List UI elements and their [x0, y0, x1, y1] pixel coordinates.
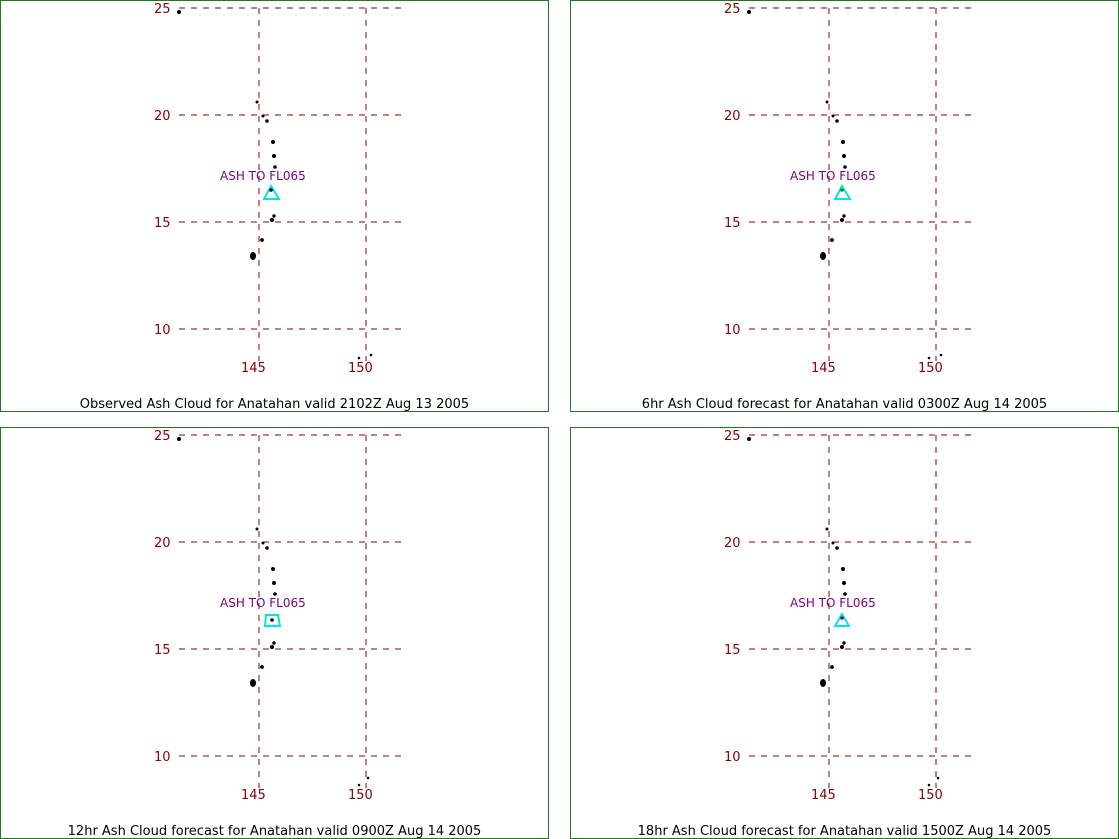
map-panel-6hr: 25 20 15 10 145 150 ASH TO FL065 6hr Ash…	[570, 0, 1119, 412]
lon-label-145: 145	[811, 788, 836, 803]
lat-label-25: 25	[154, 429, 171, 444]
map-canvas: 25 20 15 10 145 150 ASH TO FL065	[724, 429, 977, 803]
lon-label-150: 150	[918, 788, 943, 803]
lat-label-15: 15	[724, 643, 741, 658]
panel-caption: 6hr Ash Cloud forecast for Anatahan vali…	[641, 397, 1048, 412]
lon-label-150: 150	[348, 361, 373, 376]
map-panel-observed: 25 20 15 10 145 150 ASH TO FL065 Observe…	[0, 0, 549, 412]
ash-label: ASH TO FL065	[220, 169, 306, 183]
lat-label-20: 20	[724, 536, 741, 551]
panel-caption: Observed Ash Cloud for Anatahan valid 21…	[79, 397, 470, 412]
lat-label-25: 25	[724, 2, 741, 17]
lon-label-145: 145	[811, 361, 836, 376]
lat-label-15: 15	[724, 216, 741, 231]
ash-cloud	[262, 183, 281, 200]
panel-caption: 18hr Ash Cloud forecast for Anatahan val…	[637, 824, 1052, 839]
ash-cloud	[263, 614, 282, 627]
lon-label-150: 150	[348, 788, 373, 803]
lat-label-20: 20	[154, 536, 171, 551]
ash-cloud	[833, 612, 851, 627]
map-canvas: 25 20 15 10 145 150 ASH TO FL065	[154, 2, 407, 376]
lat-label-15: 15	[154, 216, 171, 231]
lat-label-10: 10	[154, 323, 171, 338]
ash-label: ASH TO FL065	[220, 596, 306, 610]
map-canvas: 25 20 15 10 145 150 ASH TO FL065	[724, 2, 977, 376]
lat-label-10: 10	[724, 323, 741, 338]
island-chain	[747, 437, 940, 787]
lat-label-25: 25	[724, 429, 741, 444]
lon-label-145: 145	[241, 361, 266, 376]
ash-label: ASH TO FL065	[790, 596, 876, 610]
ash-cloud	[833, 183, 852, 200]
lat-label-20: 20	[724, 109, 741, 124]
gridlines	[179, 7, 407, 361]
lon-label-150: 150	[918, 361, 943, 376]
lat-label-15: 15	[154, 643, 171, 658]
lat-label-25: 25	[154, 2, 171, 17]
panel-caption: 12hr Ash Cloud forecast for Anatahan val…	[67, 824, 482, 839]
lat-label-10: 10	[724, 750, 741, 765]
lon-label-145: 145	[241, 788, 266, 803]
ash-label: ASH TO FL065	[790, 169, 876, 183]
gridlines	[749, 434, 977, 788]
island-chain	[177, 437, 370, 787]
gridlines	[749, 7, 977, 361]
map-canvas: 25 20 15 10 145 150 ASH TO FL065	[154, 429, 407, 803]
map-panel-18hr: 25 20 15 10 145 150 ASH TO FL065 18hr As…	[570, 427, 1119, 839]
lat-label-10: 10	[154, 750, 171, 765]
gridlines	[179, 434, 407, 788]
island-chain	[177, 10, 373, 360]
map-panel-12hr: 25 20 15 10 145 150 ASH TO FL065 12hr As…	[0, 427, 549, 839]
island-chain	[747, 10, 943, 360]
lat-label-20: 20	[154, 109, 171, 124]
